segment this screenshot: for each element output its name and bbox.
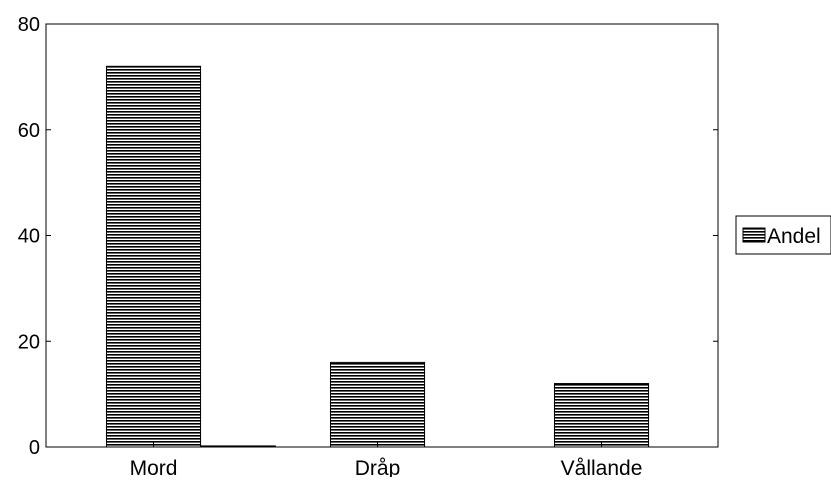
bars [105, 65, 650, 448]
y-tick-label: 40 [18, 226, 40, 248]
legend: Andel [735, 215, 831, 255]
y-tick-label: 20 [18, 331, 40, 353]
x-tick-label: Vållande [561, 457, 643, 477]
x-axis: Mord Dråp Vållande [130, 442, 643, 480]
legend-label: Andel [767, 225, 821, 248]
y-tick-label: 80 [18, 14, 40, 36]
y-tick-label: 60 [18, 120, 40, 142]
y-tick-label: 0 [29, 437, 40, 459]
legend-swatch [742, 227, 766, 243]
x-tick-label: Mord [130, 457, 178, 477]
bar-vållande [553, 383, 650, 448]
bar-small-adjacent [200, 445, 276, 447]
x-tick-label: Dråp [355, 457, 401, 477]
bar-mord [105, 65, 202, 448]
bar-dråp [329, 361, 426, 448]
y-axis: 0 20 40 60 80 [18, 14, 718, 459]
